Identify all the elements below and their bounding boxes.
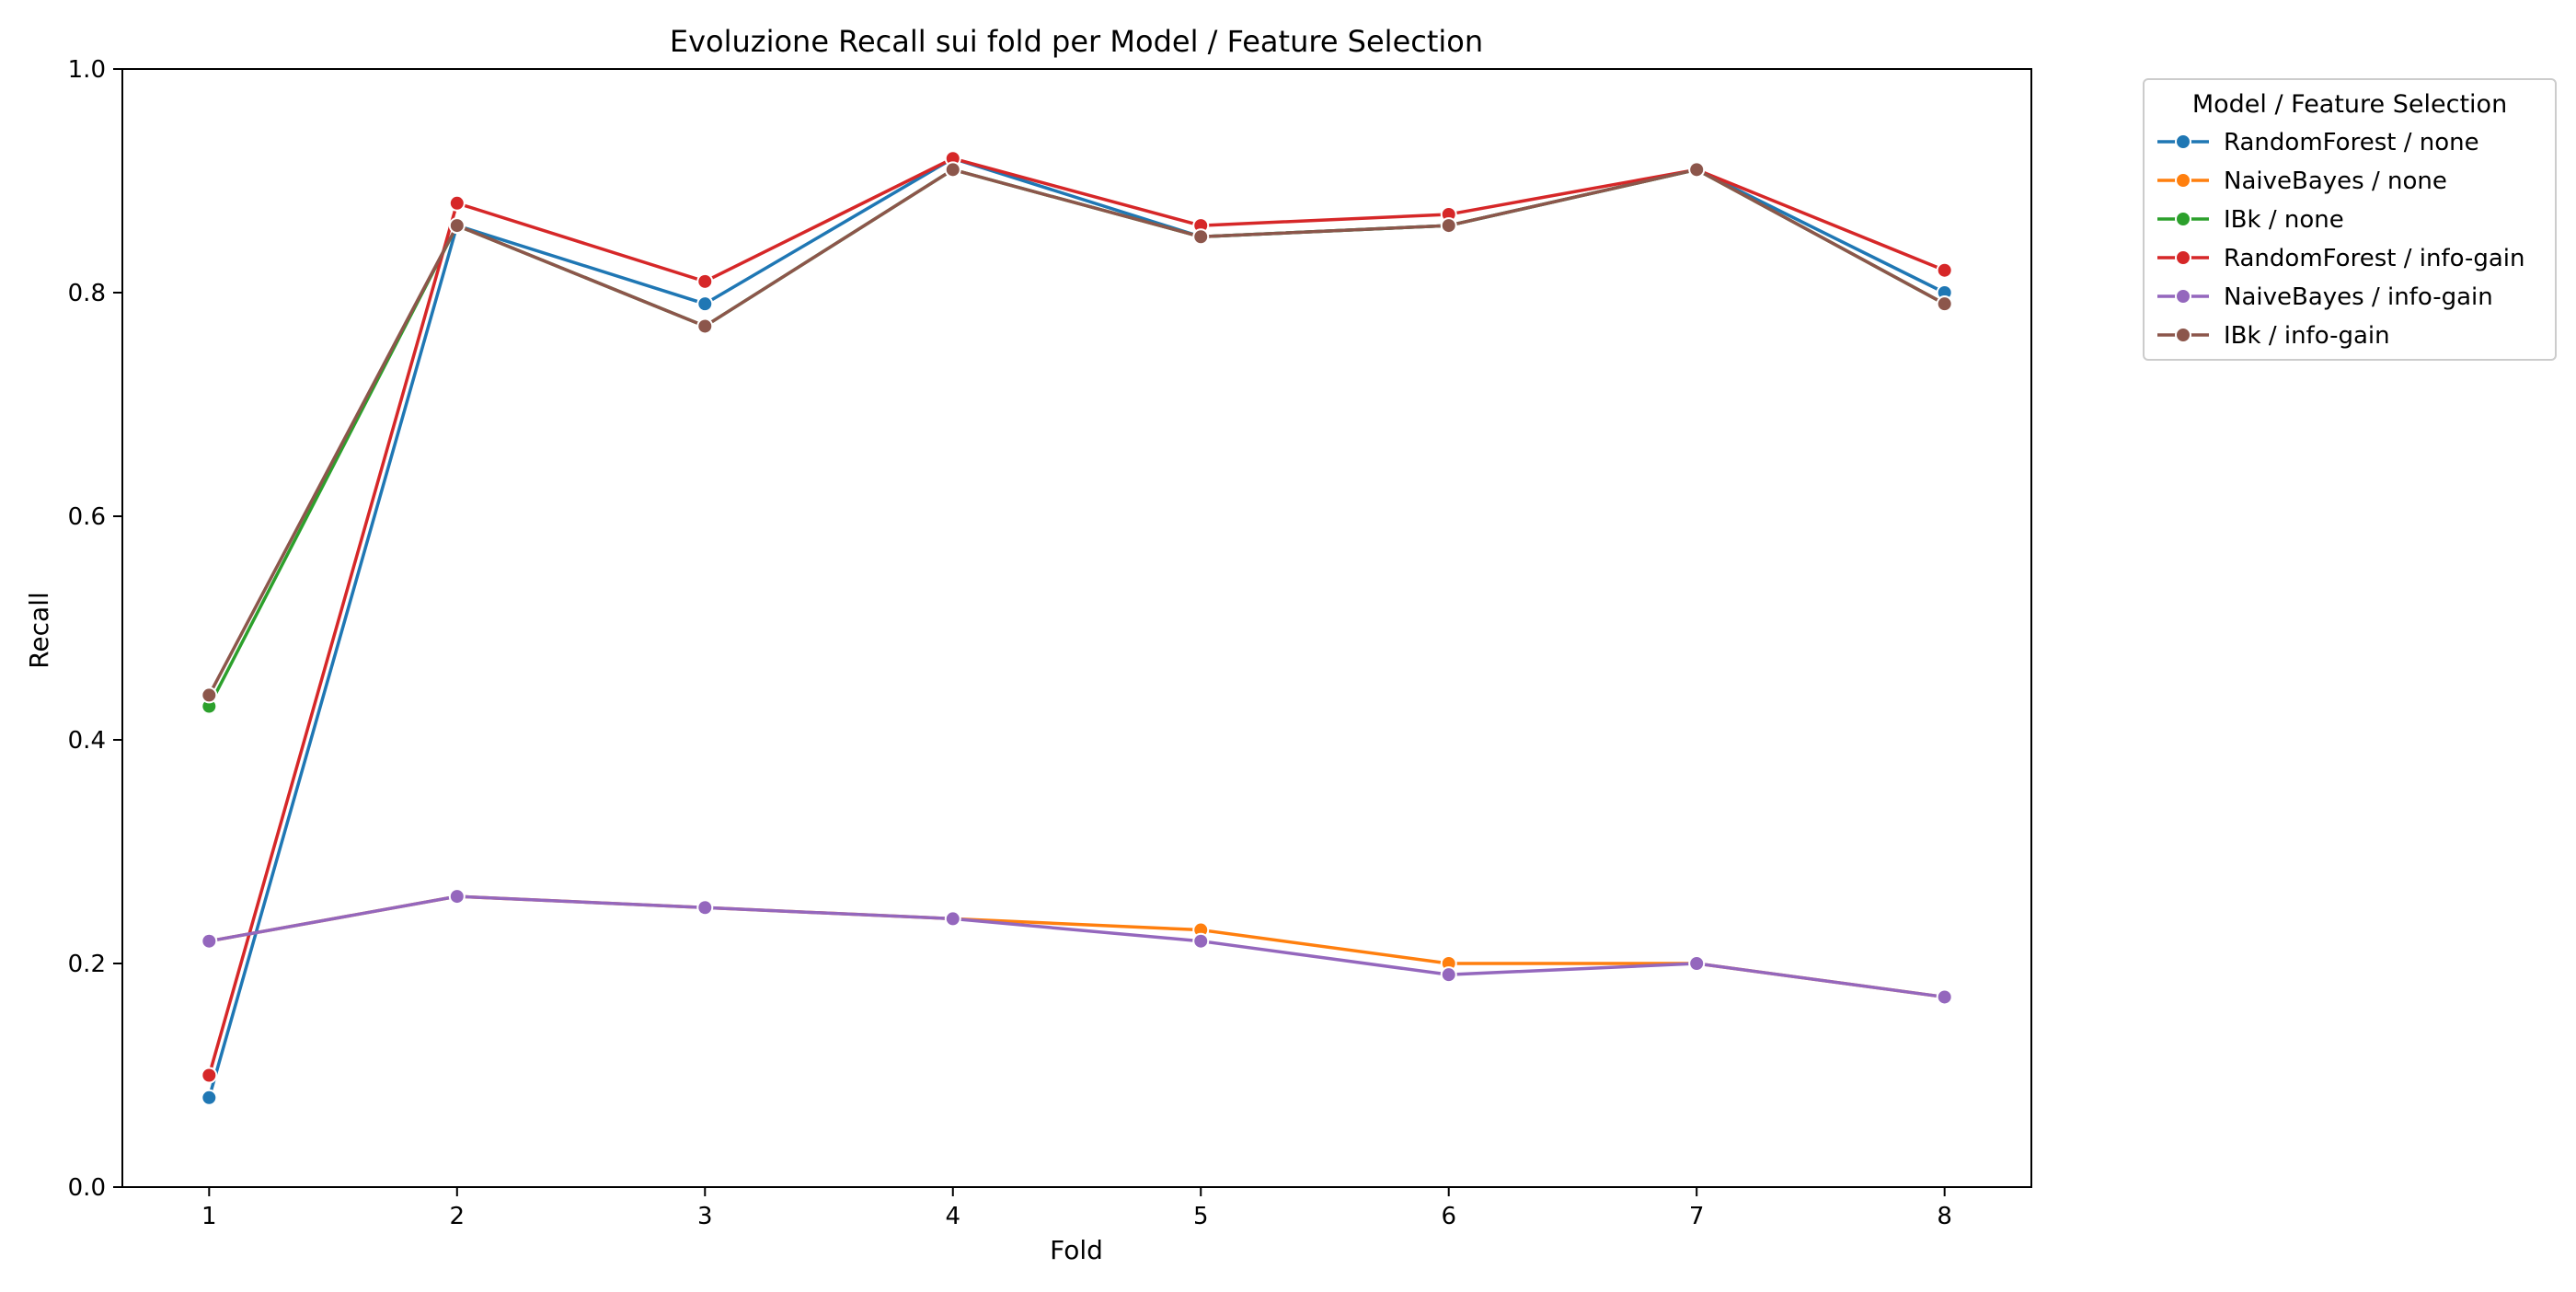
series-line: [207, 894, 1947, 999]
data-point: [1936, 295, 1953, 313]
data-point: [1192, 228, 1210, 246]
y-tick-label: 0.6: [68, 503, 106, 531]
data-point: [696, 317, 714, 335]
data-point: [201, 932, 218, 950]
series-3: [201, 150, 1953, 1084]
legend-label: RandomForest / none: [2224, 129, 2479, 156]
legend-entry: NaiveBayes / info-gain: [2157, 283, 2493, 311]
x-tick-label: 7: [1689, 1203, 1705, 1230]
x-axis-label: Fold: [1050, 1235, 1103, 1265]
x-tick-label: 2: [450, 1203, 466, 1230]
y-tick-label: 0.2: [68, 951, 106, 978]
y-tick-label: 0.0: [68, 1174, 106, 1202]
series-lines: [201, 150, 1953, 1106]
legend-entry: IBk / none: [2157, 206, 2344, 234]
legend-marker: [2175, 211, 2191, 227]
legend-label: NaiveBayes / info-gain: [2224, 283, 2493, 311]
legend-marker: [2175, 327, 2191, 343]
x-tick-label: 1: [201, 1203, 217, 1230]
legend-label: IBk / none: [2224, 206, 2344, 234]
legend-title: Model / Feature Selection: [2192, 90, 2507, 119]
legend: Model / Feature Selection RandomForest /…: [2143, 78, 2557, 361]
legend-entry: IBk / info-gain: [2157, 322, 2390, 350]
data-point: [201, 686, 218, 704]
data-point: [696, 272, 714, 290]
y-tick-label: 0.4: [68, 727, 106, 755]
data-point: [1440, 966, 1457, 984]
legend-box: [2143, 78, 2557, 361]
data-point: [944, 910, 961, 928]
x-tick-label: 6: [1441, 1203, 1456, 1230]
data-point: [448, 194, 466, 212]
x-tick-label: 8: [1937, 1203, 1952, 1230]
data-point: [1192, 932, 1210, 950]
x-tick-label: 4: [945, 1203, 960, 1230]
data-point: [201, 1089, 218, 1106]
legend-marker: [2175, 288, 2191, 305]
legend-marker: [2175, 172, 2191, 189]
series-line: [207, 167, 1947, 698]
data-point: [448, 217, 466, 235]
legend-entry: RandomForest / info-gain: [2157, 245, 2525, 272]
series-4: [201, 888, 1953, 1006]
legend-label: RandomForest / info-gain: [2224, 245, 2525, 272]
data-point: [1936, 988, 1953, 1006]
data-point: [944, 161, 961, 179]
x-tick-label: 5: [1193, 1203, 1209, 1230]
data-point: [1440, 217, 1457, 235]
legend-marker: [2175, 133, 2191, 150]
legend-entry: NaiveBayes / none: [2157, 167, 2447, 195]
data-point: [1936, 261, 1953, 279]
data-point: [448, 888, 466, 906]
legend-label: IBk / info-gain: [2224, 322, 2390, 350]
legend-entry: RandomForest / none: [2157, 129, 2479, 156]
x-tick-label: 3: [697, 1203, 713, 1230]
y-tick-label: 0.8: [68, 280, 106, 307]
data-point: [1688, 161, 1706, 179]
axes: 1 2 3 4 5 6 7 8 0.0 0.2 0.4 0.6 0.8 1.0: [68, 56, 2032, 1230]
plot-frame: [121, 68, 2032, 1188]
legend-label: NaiveBayes / none: [2224, 167, 2447, 195]
data-point: [1688, 955, 1706, 972]
data-point: [696, 295, 714, 313]
data-point: [696, 899, 714, 917]
y-axis-label: Recall: [24, 592, 54, 669]
y-tick-label: 1.0: [68, 56, 106, 84]
series-line: [207, 156, 1947, 1078]
chart-title: Evoluzione Recall sui fold per Model / F…: [670, 24, 1483, 59]
legend-marker: [2175, 249, 2191, 266]
data-point: [201, 1067, 218, 1084]
series-5: [201, 161, 1953, 704]
